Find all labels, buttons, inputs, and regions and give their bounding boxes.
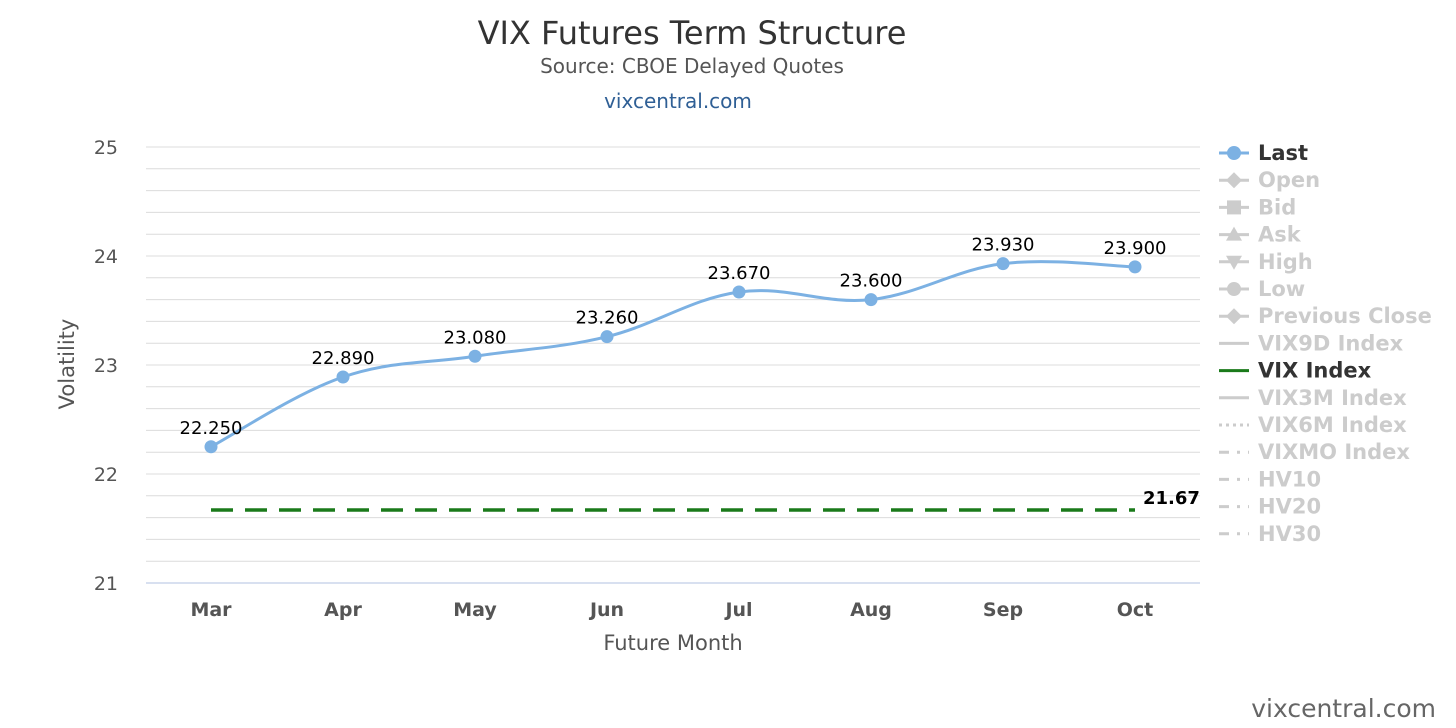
legend-item[interactable]: High (1219, 250, 1313, 274)
legend-label: High (1258, 250, 1313, 274)
legend-marker (1226, 308, 1242, 325)
x-tick-label: May (453, 599, 497, 621)
legend-item[interactable]: VIXMO Index (1219, 440, 1410, 464)
last-data-point[interactable] (732, 285, 746, 299)
last-data-label: 23.930 (972, 235, 1035, 256)
legend-label: Ask (1258, 223, 1302, 247)
legend-label: HV30 (1258, 522, 1321, 546)
legend-label: VIXMO Index (1258, 440, 1410, 464)
x-axis-ticks: Mar Apr May Jun Jul Aug Sep Oct (190, 599, 1153, 621)
credit-text[interactable]: vixcentral.com (1251, 694, 1436, 723)
legend-item[interactable]: HV20 (1219, 495, 1321, 519)
legend-item[interactable]: VIX Index (1219, 359, 1372, 383)
grid-lines (146, 146, 1200, 584)
x-tick-label: Sep (983, 599, 1023, 621)
legend-label: Previous Close (1258, 304, 1432, 328)
last-data-point[interactable] (1128, 260, 1142, 274)
legend-marker (1227, 146, 1241, 160)
last-data-point[interactable] (336, 370, 350, 384)
last-data-label: 23.260 (576, 308, 639, 329)
legend-item[interactable]: VIX3M Index (1219, 386, 1407, 410)
legend-label: VIX6M Index (1258, 413, 1407, 437)
x-axis-title: Future Month (603, 631, 742, 655)
legend-label: HV20 (1258, 495, 1321, 519)
last-data-label: 22.890 (312, 348, 375, 369)
legend-item[interactable]: VIX9D Index (1219, 331, 1404, 355)
y-tick-label: 24 (94, 246, 118, 268)
y-tick-label: 25 (94, 137, 118, 159)
legend-item[interactable]: VIX6M Index (1219, 413, 1407, 437)
legend-item[interactable]: Bid (1219, 195, 1296, 219)
legend-marker (1226, 172, 1242, 189)
last-data-label: 23.670 (708, 263, 771, 284)
x-tick-label: Apr (324, 599, 362, 621)
legend-label: HV10 (1258, 467, 1321, 491)
last-data-label: 23.900 (1104, 238, 1167, 259)
legend-item[interactable]: Last (1219, 141, 1308, 165)
x-tick-label: Jul (723, 599, 752, 621)
legend-marker (1226, 226, 1242, 241)
legend-label: VIX3M Index (1258, 386, 1407, 410)
legend-item[interactable]: Open (1219, 168, 1320, 192)
last-data-label: 23.080 (444, 327, 507, 348)
vix-index-label: 21.67 (1143, 488, 1200, 509)
last-data-label: 22.250 (180, 418, 243, 439)
x-tick-label: Aug (850, 599, 892, 621)
y-axis-title: Volatility (55, 319, 79, 410)
legend-marker (1227, 282, 1241, 296)
chart-subtitle: Source: CBOE Delayed Quotes (540, 54, 844, 78)
legend-item[interactable]: Previous Close (1219, 304, 1432, 328)
legend: Last Open Bid Ask High Low Previous Close VIX9D… (1219, 141, 1432, 546)
x-tick-label: Jun (588, 599, 624, 621)
last-data-point[interactable] (996, 257, 1010, 271)
legend-label: Low (1258, 277, 1305, 301)
legend-label: VIX Index (1258, 359, 1372, 383)
legend-item[interactable]: Ask (1219, 223, 1302, 247)
last-data-label: 23.600 (840, 271, 903, 292)
last-data-point[interactable] (468, 349, 482, 363)
y-tick-label: 23 (94, 355, 118, 377)
legend-item[interactable]: HV10 (1219, 467, 1321, 491)
source-link[interactable]: vixcentral.com (604, 89, 752, 113)
plot-series: 21.67 22.250 22.890 23.080 23.260 23.670 23.60… (180, 235, 1200, 512)
y-axis-ticks: 21 22 23 24 25 (94, 137, 118, 595)
last-data-point[interactable] (600, 330, 614, 344)
last-data-point[interactable] (204, 440, 218, 454)
legend-label: Open (1258, 168, 1320, 192)
y-tick-label: 21 (94, 573, 118, 595)
chart-title: VIX Futures Term Structure (478, 14, 907, 52)
legend-marker (1227, 200, 1241, 215)
legend-item[interactable]: Low (1219, 277, 1305, 301)
legend-item[interactable]: HV30 (1219, 522, 1321, 546)
last-data-point[interactable] (864, 293, 878, 307)
legend-marker (1226, 255, 1242, 270)
x-tick-label: Mar (190, 599, 232, 621)
legend-label: Last (1258, 141, 1308, 165)
legend-label: VIX9D Index (1258, 331, 1404, 355)
x-tick-label: Oct (1117, 599, 1154, 621)
y-tick-label: 22 (94, 464, 118, 486)
legend-label: Bid (1258, 195, 1296, 219)
